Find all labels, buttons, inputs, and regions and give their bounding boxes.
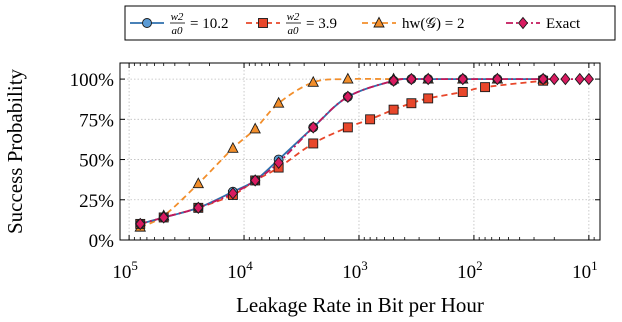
data-point	[307, 75, 319, 87]
data-point	[342, 72, 354, 84]
data-point	[406, 72, 417, 86]
legend-frac-denominator: a0	[172, 25, 184, 37]
data-point	[249, 122, 261, 134]
data-point	[193, 201, 204, 215]
x-tick-label: 103	[342, 258, 368, 283]
data-point	[423, 72, 434, 86]
data-point	[480, 82, 491, 93]
x-tick-base: 10	[342, 262, 361, 283]
data-point	[406, 98, 417, 109]
data-point	[583, 72, 594, 86]
series-line-s2	[140, 79, 544, 225]
x-tick-exponent: 4	[246, 258, 253, 273]
series-markers-s4	[135, 72, 594, 231]
legend-label: = 10.2	[190, 16, 228, 32]
legend-frame	[124, 5, 616, 41]
legend-label: = 3.9	[306, 16, 337, 32]
y-axis-label: Success Probability	[3, 68, 27, 234]
x-tick-label: 102	[457, 258, 483, 283]
legend-marker	[258, 18, 268, 28]
y-tick-label: 100%	[70, 70, 115, 91]
x-tick-exponent: 5	[131, 258, 138, 273]
series-layer	[134, 72, 594, 232]
legend: w2 a0 = 10.2 w2 a0 = 3.9 hw(𝒢) = 2 Exact	[124, 5, 616, 41]
legend-marker	[517, 16, 529, 30]
data-point	[492, 72, 503, 86]
data-point	[227, 141, 239, 153]
data-point	[308, 138, 319, 149]
data-point	[308, 121, 319, 134]
data-point	[457, 87, 468, 97]
data-point	[273, 156, 284, 169]
series-line-s4	[140, 77, 589, 225]
y-tick-label: 25%	[79, 191, 114, 212]
legend-label: hw(𝒢) = 2	[402, 16, 464, 32]
legend-entry-s3: hw(𝒢) = 2	[362, 16, 464, 32]
x-tick-label: 101	[572, 258, 598, 283]
data-point	[342, 90, 353, 104]
x-tick-exponent: 1	[591, 258, 598, 273]
x-tick-base: 10	[227, 262, 246, 283]
data-point	[457, 72, 468, 86]
x-tick-exponent: 2	[476, 258, 483, 273]
legend-marker	[373, 16, 385, 28]
legend-frac-numerator: w2	[287, 11, 300, 23]
data-point	[365, 114, 376, 125]
axis-ticks	[120, 63, 600, 241]
y-tick-label: 50%	[79, 151, 114, 172]
data-point	[135, 217, 146, 231]
data-point	[574, 72, 585, 86]
data-point	[250, 174, 261, 187]
x-tick-labels: 105 104 103 102 101	[112, 258, 597, 283]
y-tick-label: 0%	[89, 231, 115, 252]
data-point	[560, 72, 571, 86]
legend-frac-numerator: w2	[171, 11, 184, 23]
data-point	[423, 93, 434, 104]
data-point	[192, 177, 205, 189]
data-point	[549, 72, 560, 86]
legend-entry-s4: Exact	[506, 16, 581, 32]
grid-lines	[120, 63, 600, 241]
x-axis-label: Leakage Rate in Bit per Hour	[236, 293, 484, 317]
x-tick-exponent: 3	[361, 258, 368, 273]
data-point	[227, 187, 238, 200]
x-tick-label: 105	[112, 258, 138, 283]
data-point	[272, 96, 285, 108]
x-tick-base: 10	[572, 262, 591, 283]
x-tick-base: 10	[457, 262, 476, 283]
x-tick-base: 10	[112, 262, 131, 283]
x-tick-label: 104	[227, 258, 253, 283]
legend-entry-s2: w2 a0 = 3.9	[246, 11, 337, 37]
y-tick-label: 75%	[79, 110, 114, 131]
legend-entry-s1: w2 a0 = 10.2	[130, 11, 228, 37]
data-point	[158, 211, 169, 224]
y-tick-labels: 0% 25% 50% 75% 100%	[70, 70, 115, 252]
legend-marker	[142, 18, 152, 28]
data-point	[388, 74, 399, 87]
legend-label: Exact	[546, 16, 581, 32]
data-point	[342, 122, 353, 133]
plot-frame	[119, 62, 601, 241]
data-point	[388, 104, 399, 115]
data-point	[538, 72, 549, 86]
legend-frac-denominator: a0	[288, 25, 300, 37]
